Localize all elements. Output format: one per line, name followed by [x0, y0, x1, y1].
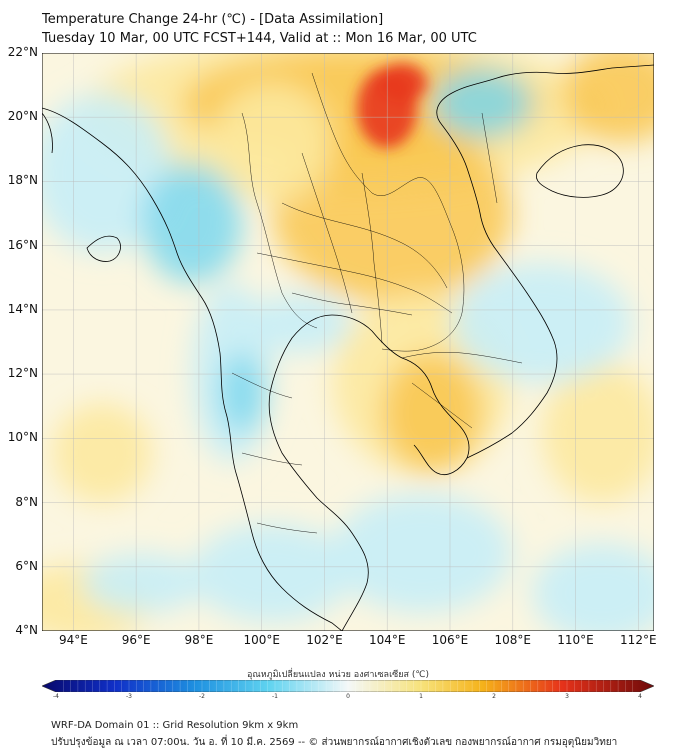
colorbar-tick-label: -2	[199, 693, 205, 700]
lat-label: 8°N	[15, 494, 38, 509]
lat-label: 4°N	[15, 623, 38, 637]
lat-label: 12°N	[7, 366, 38, 381]
colorbar	[42, 680, 654, 692]
lon-label: 108°E	[494, 633, 532, 647]
lon-label: 100°E	[243, 633, 280, 647]
colorbar-tick-label: -3	[126, 693, 132, 700]
lon-label: 94°E	[58, 633, 88, 647]
temperature-map	[42, 53, 654, 631]
footer-model-info: WRF-DA Domain 01 :: Grid Resolution 9km …	[51, 720, 299, 731]
lat-label: 20°N	[7, 109, 38, 124]
colorbar-tick-label: -4	[53, 693, 59, 700]
colorbar-tick-label: -1	[272, 693, 278, 700]
lon-label: 102°E	[306, 633, 343, 647]
map-subtitle: Tuesday 10 Mar, 00 UTC FCST+144, Valid a…	[42, 31, 477, 46]
colorbar-tick-label: 1	[419, 693, 423, 700]
colorbar-tick-label: 2	[492, 693, 496, 700]
map-title: Temperature Change 24-hr (℃) - [Data Ass…	[42, 12, 384, 27]
coastline	[42, 64, 654, 631]
lon-label: 104°E	[368, 633, 406, 647]
map-panel	[42, 53, 654, 631]
admin-borders	[231, 72, 523, 534]
lat-label: 16°N	[7, 237, 38, 252]
colorbar-title: อุณหภูมิเปลี่ยนแปลง หน่วย องศาเซลเซียส (…	[246, 670, 430, 680]
lon-label: 96°E	[121, 633, 151, 647]
lat-label: 14°N	[7, 301, 38, 316]
lon-label: 112°E	[620, 633, 657, 647]
lat-label: 22°N	[7, 45, 38, 59]
lat-label: 18°N	[7, 173, 38, 188]
lon-label: 106°E	[431, 633, 469, 647]
lat-label: 10°N	[7, 430, 38, 445]
lon-label: 110°E	[557, 633, 594, 647]
lon-label: 98°E	[184, 633, 214, 647]
temperature-field	[42, 53, 654, 631]
colorbar-tick-label: 0	[346, 693, 350, 700]
colorbar-tick-label: 3	[565, 693, 569, 700]
colorbar-tick-label: 4	[638, 693, 642, 700]
footer-update-info: ปรับปรุงข้อมูล ณ เวลา 07:00น. วัน อ. ที่…	[51, 737, 618, 748]
map-grid	[42, 53, 654, 631]
lat-label: 6°N	[15, 558, 38, 573]
